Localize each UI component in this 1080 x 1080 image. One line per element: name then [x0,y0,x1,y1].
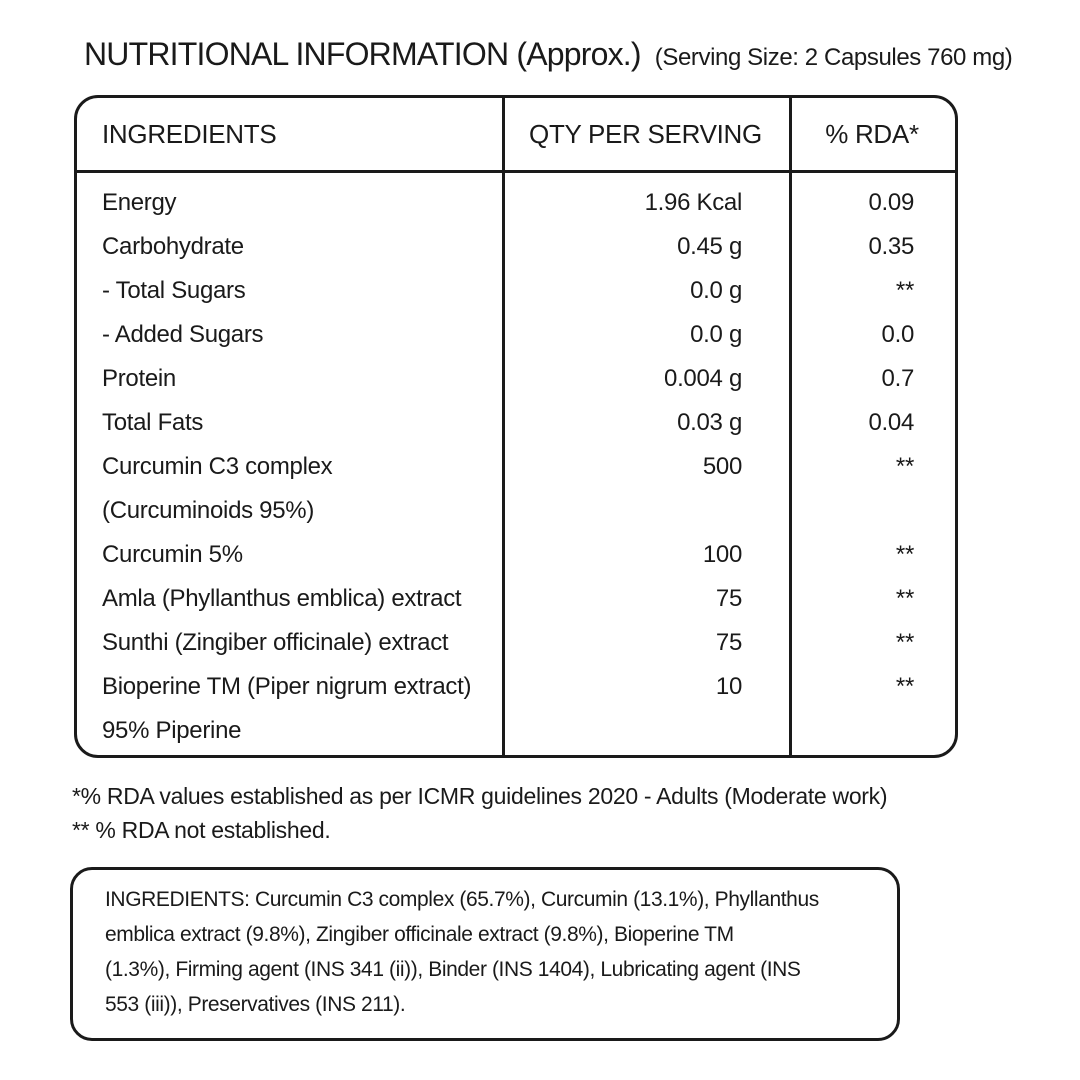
row-name: Protein [102,365,176,392]
page-title: NUTRITIONAL INFORMATION (Approx.) (Servi… [84,36,1060,73]
table-row: Energy 1.96 Kcal 0.09 [77,181,955,225]
table-row: Total Fats 0.03 g 0.04 [77,401,955,445]
row-name: Carbohydrate [102,233,244,260]
row-qty: 75 [715,629,742,656]
ingredients-line: INGREDIENTS: Curcumin C3 complex (65.7%)… [105,888,819,911]
row-qty: 100 [702,541,742,568]
table-body: Energy 1.96 Kcal 0.09 Carbohydrate 0.45 … [77,173,955,755]
table-header-row: INGREDIENTS QTY PER SERVING % RDA* [77,98,955,173]
footnote-rda-established: *% RDA values established as per ICMR gu… [72,783,888,809]
header-rda: % RDA* [825,118,919,149]
row-name: Curcumin 5% [102,541,243,568]
row-rda: 0.09 [868,189,914,216]
ingredients-line: 553 (iii)), Preservatives (INS 211). [105,993,406,1016]
nutrition-table-inner: INGREDIENTS QTY PER SERVING % RDA* Energ… [77,98,955,755]
row-qty: 75 [715,585,742,612]
table-row: Bioperine TM (Piper nigrum extract) 10 *… [77,665,955,709]
row-name: Sunthi (Zingiber officinale) extract [102,629,449,656]
page-title-main: NUTRITIONAL INFORMATION (Approx.) [84,36,642,72]
row-name: Curcumin C3 complex [102,453,333,480]
header-ingredients: INGREDIENTS [102,118,277,149]
row-name: - Added Sugars [102,321,264,348]
row-rda: ** [895,585,914,612]
table-row: - Total Sugars 0.0 g ** [77,269,955,313]
row-rda: ** [895,277,914,304]
row-qty: 10 [715,673,742,700]
table-row: Amla (Phyllanthus emblica) extract 75 ** [77,577,955,621]
table-row: (Curcuminoids 95%) [77,489,955,533]
table-row: Curcumin C3 complex 500 ** [77,445,955,489]
ingredients-paragraph: INGREDIENTS: Curcumin C3 complex (65.7%)… [73,870,897,1022]
row-qty: 0.45 g [677,233,742,260]
row-qty: 500 [702,453,742,480]
row-rda: ** [895,541,914,568]
row-qty: 0.0 g [690,277,742,304]
table-row: Carbohydrate 0.45 g 0.35 [77,225,955,269]
row-rda: 0.04 [868,409,914,436]
footnotes: *% RDA values established as per ICMR gu… [72,779,1060,847]
table-row: 95% Piperine [77,709,955,753]
row-rda: ** [895,453,914,480]
row-qty: 0.03 g [677,409,742,436]
row-name: - Total Sugars [102,277,246,304]
row-name: Total Fats [102,409,204,436]
table-row: Sunthi (Zingiber officinale) extract 75 … [77,621,955,665]
row-name: Bioperine TM (Piper nigrum extract) [102,673,472,700]
nutrition-table: INGREDIENTS QTY PER SERVING % RDA* Energ… [74,95,958,758]
ingredients-line: emblica extract (9.8%), Zingiber officin… [105,923,734,946]
table-row: - Added Sugars 0.0 g 0.0 [77,313,955,357]
row-rda: 0.7 [881,365,915,392]
header-qty-per-serving: QTY PER SERVING [529,118,762,149]
row-name: 95% Piperine [102,717,242,744]
row-name: (Curcuminoids 95%) [102,497,315,524]
column-divider-2 [789,98,792,755]
footnote-rda-not-established: ** % RDA not established. [72,817,331,843]
row-rda: 0.35 [868,233,914,260]
column-divider-1 [502,98,505,755]
row-qty: 0.004 g [664,365,742,392]
serving-size-label: (Serving Size: 2 Capsules 760 mg) [654,44,1013,71]
table-row: Curcumin 5% 100 ** [77,533,955,577]
row-rda: ** [895,629,914,656]
row-rda: ** [895,673,914,700]
row-qty: 0.0 g [690,321,742,348]
row-qty: 1.96 Kcal [644,189,743,216]
row-rda: 0.0 [881,321,915,348]
table-row: Protein 0.004 g 0.7 [77,357,955,401]
row-name: Amla (Phyllanthus emblica) extract [102,585,462,612]
ingredients-line: (1.3%), Firming agent (INS 341 (ii)), Bi… [105,958,801,981]
row-name: Energy [102,189,177,216]
ingredients-panel: INGREDIENTS: Curcumin C3 complex (65.7%)… [70,867,900,1041]
